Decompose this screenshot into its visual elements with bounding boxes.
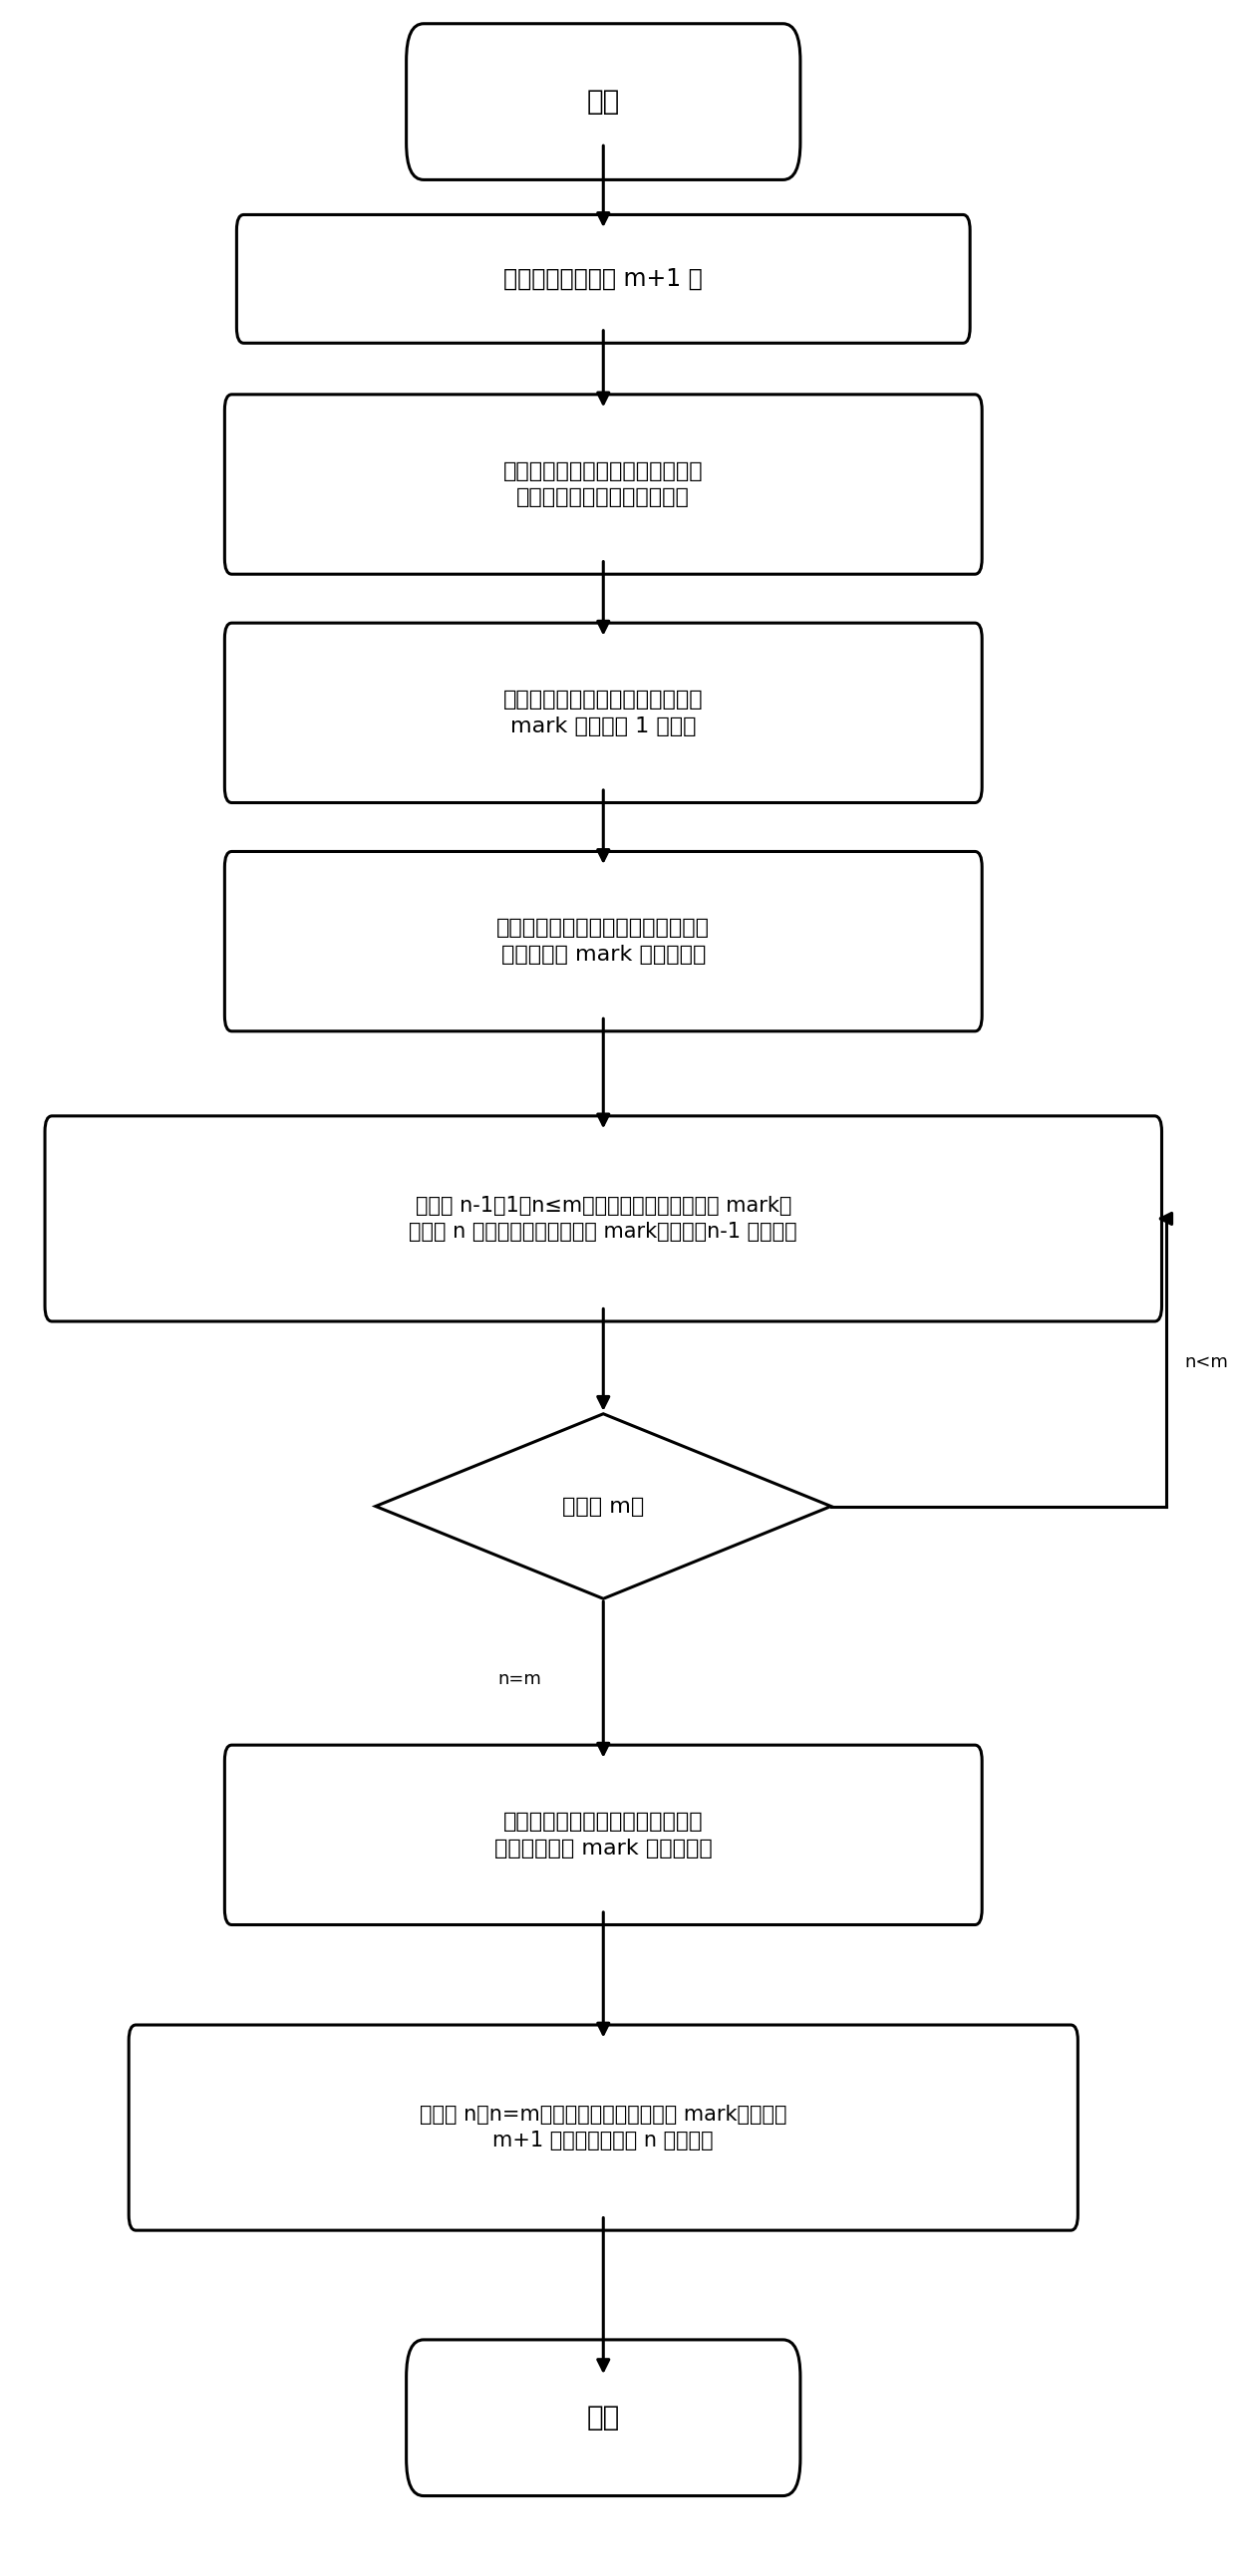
Polygon shape	[376, 1414, 831, 1600]
FancyBboxPatch shape	[225, 623, 981, 804]
Text: 是否为 m段: 是否为 m段	[562, 1497, 644, 1517]
Text: 自动收放板（根据图形宽度和收板
距离计算定位 mark 的理论距离: 自动收放板（根据图形宽度和收板 距离计算定位 mark 的理论距离	[494, 1811, 712, 1857]
Text: 开始: 开始	[587, 88, 620, 116]
FancyBboxPatch shape	[225, 1744, 981, 1924]
Text: 对准第 n（n=m）段料号静态投图的定位 mark，曝光第
m+1 段料号（拼接第 n 段图形）: 对准第 n（n=m）段料号静态投图的定位 mark，曝光第 m+1 段料号（拼接…	[420, 2105, 787, 2151]
Text: n<m: n<m	[1184, 1352, 1229, 1370]
Text: 对准第 n-1（1＜n≤m）段料号静态投图的定位 mark，
曝光第 n 段料号（静态投图定位 mark和拼接第n-1 段图形）: 对准第 n-1（1＜n≤m）段料号静态投图的定位 mark， 曝光第 n 段料号…	[409, 1195, 797, 1242]
Text: n=m: n=m	[498, 1672, 541, 1687]
FancyBboxPatch shape	[129, 2025, 1078, 2231]
FancyBboxPatch shape	[44, 1115, 1162, 1321]
Text: 将超高图形切割成 m+1 段: 将超高图形切割成 m+1 段	[504, 268, 703, 291]
Text: 根据基板和图形尺寸静态投图定位
mark 并曝光第 1 段料号: 根据基板和图形尺寸静态投图定位 mark 并曝光第 1 段料号	[503, 690, 703, 737]
FancyBboxPatch shape	[225, 853, 981, 1030]
Text: 结束: 结束	[587, 2403, 620, 2432]
FancyBboxPatch shape	[236, 214, 970, 343]
Text: 自动收放板（根据图形宽度和收板距
离计算定位 mark 的理论距离: 自动收放板（根据图形宽度和收板距 离计算定位 mark 的理论距离	[497, 917, 709, 963]
Text: 料号制作并标识每一个标准料号分
别处于分段曝光料号的哪一段: 料号制作并标识每一个标准料号分 别处于分段曝光料号的哪一段	[503, 461, 703, 507]
FancyBboxPatch shape	[407, 23, 801, 180]
FancyBboxPatch shape	[407, 2339, 801, 2496]
FancyBboxPatch shape	[225, 394, 981, 574]
